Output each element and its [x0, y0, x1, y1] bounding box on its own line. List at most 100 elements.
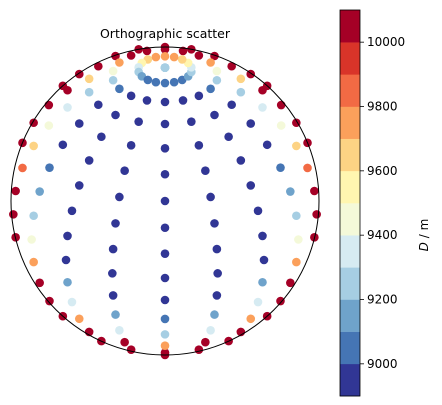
colorbar-band [340, 106, 360, 139]
scatter-point [276, 100, 286, 110]
scatter-point [74, 314, 84, 324]
scatter-point [169, 77, 179, 87]
scatter-point [276, 163, 285, 172]
scatter-point [29, 141, 38, 151]
scatter-point [63, 231, 72, 241]
scatter-point [61, 255, 71, 265]
colorbar-band [340, 331, 360, 365]
scatter-point [160, 330, 170, 339]
scatter-point [63, 85, 72, 95]
scatter-point [169, 52, 179, 62]
scatter-point [134, 117, 143, 126]
scatter-point [194, 345, 204, 354]
scatter-point [258, 277, 267, 287]
scatter-point [35, 278, 44, 288]
scatter-point [206, 326, 215, 335]
scatter-point [29, 257, 38, 267]
scatter-point [63, 277, 72, 287]
scatter-point [111, 310, 120, 319]
scatter-point [212, 75, 222, 85]
scatter-point [94, 100, 103, 110]
scatter-point [84, 156, 94, 165]
scatter-point [115, 192, 124, 202]
colorbar-ticks: 9000 9200 9400 9600 9800 10000 [360, 35, 405, 371]
scatter-point [286, 187, 295, 196]
scatter-point [236, 156, 246, 165]
scatter-point [126, 141, 136, 150]
scatter-point [210, 310, 219, 319]
scatter-point [259, 255, 269, 265]
scatter-point [120, 337, 129, 347]
scatter-point [213, 269, 222, 278]
scatter-point [126, 91, 136, 101]
scatter-point [18, 163, 27, 173]
scatter-point [9, 210, 18, 219]
colorbar-band [340, 138, 360, 172]
scatter-point [44, 100, 54, 110]
scatter-point [143, 75, 153, 85]
scatter-point [201, 337, 210, 347]
colorbar-label: D / m [417, 219, 431, 252]
scatter-point [258, 103, 267, 112]
scatter-point [160, 341, 170, 351]
globe-outline [10, 46, 320, 356]
scatter-point [44, 121, 54, 130]
scatter-point [160, 144, 170, 153]
scatter-point [84, 87, 94, 97]
scatter-point [194, 91, 204, 101]
scatter-point [27, 235, 36, 244]
scatter-point [160, 223, 170, 233]
scatter-point [108, 75, 118, 85]
scatter-point [160, 169, 170, 179]
scatter-point [111, 110, 120, 120]
colorbar: 9000 9200 9400 9600 9800 10000 D / m [339, 9, 431, 397]
colorbar-tick-label: 9000 [367, 357, 398, 371]
scatter-point [187, 117, 196, 126]
scatter-point [142, 96, 152, 105]
scatter-point [312, 210, 321, 219]
scatter-point [84, 74, 94, 84]
colorbar-band [340, 235, 360, 268]
colorbar-tick-label: 10000 [367, 35, 405, 49]
scatter-point [227, 100, 236, 110]
scatter-point [206, 84, 215, 94]
scatter-point [160, 51, 170, 61]
scatter-point [108, 244, 118, 254]
scatter-point [212, 244, 222, 254]
colorbar-bands [340, 10, 360, 397]
scatter-point [67, 297, 77, 307]
scatter-point [292, 257, 301, 267]
scatter-point [97, 132, 106, 142]
colorbar-band [340, 203, 360, 236]
scatter-point [160, 63, 170, 72]
colorbar-label-symbol: D [417, 242, 431, 251]
scatter-point [126, 345, 136, 354]
scatter-point [74, 181, 84, 190]
scatter-point [120, 166, 129, 175]
scatter-point [210, 219, 219, 228]
colorbar-tick-label: 9800 [367, 100, 398, 114]
scatter-point [224, 132, 233, 142]
scatter-point [206, 58, 215, 67]
colorbar-band [340, 299, 360, 332]
scatter-point [160, 273, 170, 283]
scatter-point [160, 295, 170, 305]
scatter-point [160, 314, 170, 324]
chart-title: Orthographic scatter [100, 26, 231, 41]
scatter-point [45, 296, 54, 306]
scatter-point [160, 78, 170, 88]
colorbar-label-unit: / m [417, 219, 431, 242]
colorbar-frame [339, 9, 361, 397]
scatter-point [210, 51, 219, 61]
scatter-point [246, 314, 256, 324]
scatter-point [178, 96, 188, 105]
scatter-point [111, 51, 120, 61]
scatter-point [212, 66, 222, 76]
scatter-point [276, 296, 285, 306]
scatter-point [194, 51, 204, 60]
colorbar-band [340, 170, 360, 204]
scatter-point [253, 206, 263, 216]
scatter-point [29, 211, 38, 221]
colorbar-band [340, 267, 360, 300]
